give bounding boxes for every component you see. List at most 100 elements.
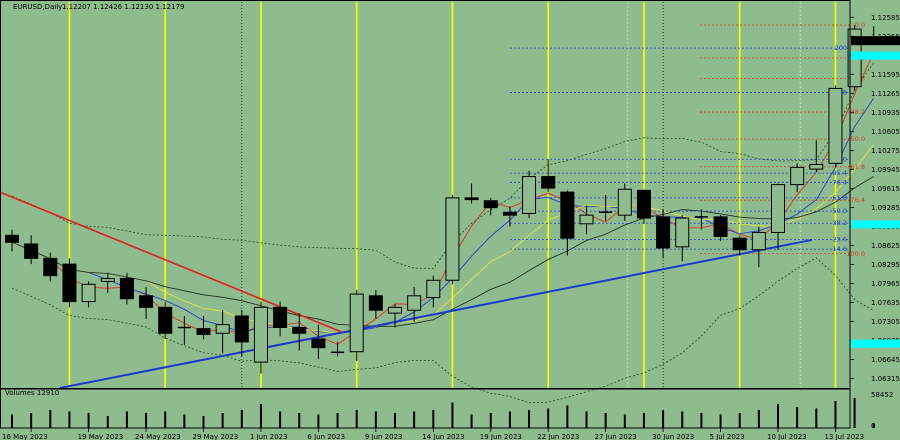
candles <box>5 25 881 374</box>
candle-down <box>483 200 498 209</box>
fib-level-label: 38.2 <box>851 108 865 116</box>
current-price-label: 1.12179 <box>871 37 900 45</box>
candle-down <box>62 263 77 303</box>
date-tick-label: 13 Jul 2023 <box>824 433 864 440</box>
ma-yellow <box>11 144 875 335</box>
price-tick-label: 1.11265 <box>871 90 900 98</box>
fib-level-label: 50.0 <box>851 135 865 143</box>
candle-down <box>273 306 288 329</box>
date-tick-label: 16 May 2023 <box>2 433 48 440</box>
candle-up <box>215 324 230 334</box>
price-tick-label: 1.11595 <box>871 71 900 79</box>
volume-tick-label: 0 <box>871 422 875 430</box>
candle-down <box>311 338 326 349</box>
candle-up <box>407 295 422 311</box>
date-tick-label: 30 Jun 2023 <box>652 433 694 440</box>
date-tick-label: 1 Jun 2023 <box>250 433 288 440</box>
candle-up <box>100 278 115 282</box>
price-tick-label: 1.07635 <box>871 299 900 307</box>
candle-down <box>5 234 19 243</box>
price-tick-label: 1.07305 <box>871 318 900 326</box>
ma-red <box>11 52 875 345</box>
date-tick-label: 19 Jun 2023 <box>480 433 522 440</box>
date-tick-label: 10 Jul 2023 <box>767 433 807 440</box>
fib-level-label: 0.0 <box>855 21 865 29</box>
date-tick-label: 19 May 2023 <box>78 433 124 440</box>
candle-down <box>502 211 517 216</box>
bollinger-upper <box>11 62 875 269</box>
fib-level-label: 85.4 <box>833 169 847 177</box>
candle-down <box>158 306 173 334</box>
plot-frame <box>0 0 851 389</box>
cyan-price-marker <box>851 220 900 229</box>
symbol-title: EURUSD,Daily <box>13 3 62 11</box>
candle-up <box>388 306 402 314</box>
cyan-price-marker <box>851 51 900 60</box>
cyan-price-marker <box>851 339 900 348</box>
fib-level-label: 61.8 <box>851 163 865 171</box>
candle-down <box>713 216 728 237</box>
price-tick-label: 1.09945 <box>871 166 900 174</box>
candle-up <box>445 197 460 281</box>
candle-up <box>81 283 96 303</box>
candle-up <box>675 217 690 248</box>
fib-level-label: 200 <box>835 44 847 52</box>
candle-down <box>196 328 211 335</box>
price-tick-label: 1.06315 <box>871 375 900 383</box>
date-tick-label: 27 Jun 2023 <box>595 433 637 440</box>
date-tick-label: 24 May 2023 <box>135 433 181 440</box>
candle-up <box>828 87 843 164</box>
date-tick-label: 9 Jun 2023 <box>365 433 403 440</box>
current-price-tag <box>851 36 900 46</box>
candle-up <box>522 176 537 214</box>
candle-down <box>368 295 383 311</box>
price-tick-label: 1.07965 <box>871 280 900 288</box>
price-tick-label: 1.09615 <box>871 185 900 193</box>
ohlc-readout: 1.12207 1.12426 1.12130 1.12179 <box>62 3 184 11</box>
date-axis: 16 May 2023 19 May 2023 24 May 2023 29 May … <box>2 428 864 440</box>
price-tick-label: 1.10605 <box>871 128 900 136</box>
date-tick-label: 5 Jul 2023 <box>710 433 745 440</box>
candle-down <box>119 278 134 300</box>
volume-frame <box>0 388 851 429</box>
price-tick-label: 1.09285 <box>871 204 900 212</box>
fib-level-label: 23.6 <box>833 235 847 243</box>
fib-level-label: 100.0 <box>846 250 865 258</box>
candle-up <box>426 279 441 299</box>
volume-label: Volumes 12910 <box>5 389 59 397</box>
support-trendline <box>59 238 813 389</box>
candle-up <box>579 214 594 225</box>
fib-level-label: 38.2 <box>833 219 847 227</box>
price-tick-label: 1.08625 <box>871 242 900 250</box>
candle-up <box>790 166 805 186</box>
date-tick-label: 14 Jun 2023 <box>422 433 464 440</box>
candle-down <box>656 216 671 249</box>
price-tick-label: 1.08295 <box>871 261 900 269</box>
indicator-lines <box>11 52 875 404</box>
fib-level-label: 76.4 <box>833 178 847 186</box>
price-tick-label: 1.06645 <box>871 356 900 364</box>
candle-down <box>560 191 575 239</box>
date-tick-label: 22 Jun 2023 <box>537 433 579 440</box>
bollinger-lower <box>11 257 874 404</box>
candle-down <box>636 189 651 219</box>
fib-level-label: 14.6 <box>833 245 847 253</box>
price-axis: 1.125851.122551.119251.115951.112651.109… <box>0 0 900 389</box>
candle-down <box>292 327 307 334</box>
fib-level-label: 50.0 <box>833 207 847 215</box>
candle-up <box>253 306 268 363</box>
ma-dark <box>11 176 874 327</box>
ma-blue <box>11 97 875 335</box>
volume-panel: 58452 0 <box>0 388 893 430</box>
volume-tick-label: 58452 <box>871 391 893 399</box>
candle-down <box>732 237 747 251</box>
candle-up <box>809 163 824 170</box>
candle-down <box>139 295 154 308</box>
candle-up <box>349 293 364 353</box>
price-tick-label: 1.12585 <box>871 14 900 22</box>
price-tick-label: 1.10935 <box>871 109 900 117</box>
candle-down <box>24 243 39 259</box>
date-tick-label: 6 Jun 2023 <box>307 433 345 440</box>
